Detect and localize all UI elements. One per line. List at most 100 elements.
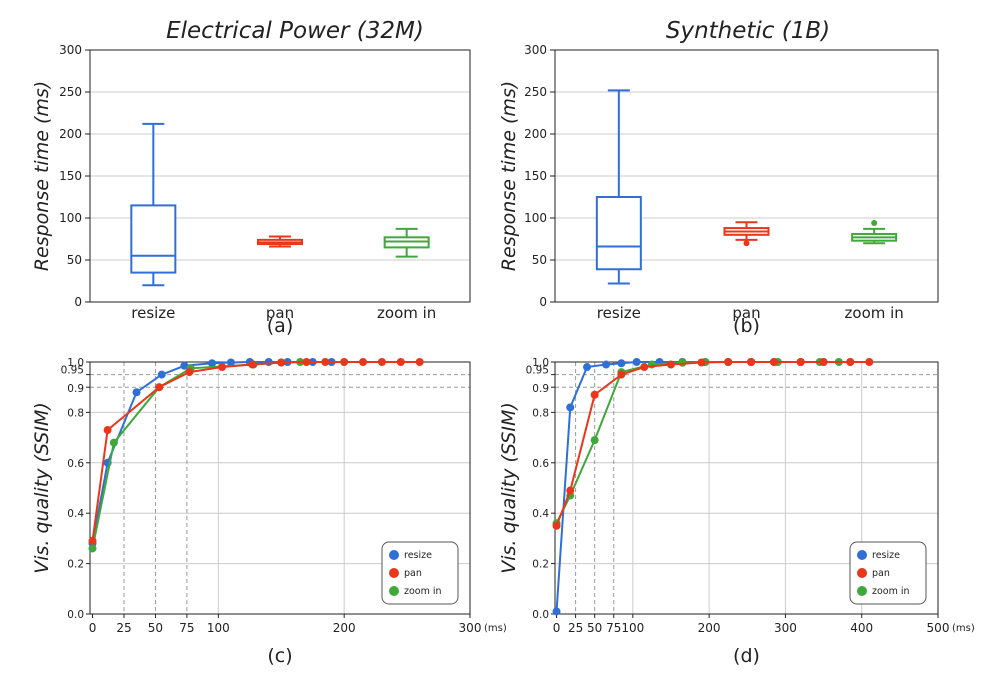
subplot-label: (c) [267,645,292,667]
x-tick-label: 50 [587,621,602,635]
x-tick-label: 0 [89,621,97,635]
y-tick-label: 0.6 [67,458,84,470]
x-tick-label: 300 [459,621,482,635]
data-point [88,544,97,553]
x-tick-label: 200 [333,621,356,635]
data-point [566,486,575,495]
subplot-label: (d) [733,645,760,667]
series-line [555,361,851,524]
category-label: resize [597,304,641,322]
data-point [226,358,235,367]
data-point [377,358,386,366]
data-point [617,359,626,368]
x-tick-label: 500 [927,621,950,635]
data-point [632,358,641,366]
y-tick-label: 0.95 [61,365,84,377]
x-tick-label: 25 [568,621,583,635]
legend-label: zoom in [404,586,442,597]
legend-marker [857,586,867,596]
x-tick-label: 100 [621,621,644,635]
data-point [590,436,599,445]
legend-label: zoom in [872,586,910,597]
legend-label: resize [872,550,900,561]
data-point [321,358,330,366]
y-tick-label: 50 [67,253,82,267]
legend-marker [857,568,867,578]
box-iqr [130,204,177,274]
y-tick-label: 0.6 [532,458,549,470]
box-zoom-in: zoom in [845,220,904,322]
data-point [88,536,97,545]
series-zoom-in [552,358,855,528]
box-chart-a: 0 50 100 150 200 250 300 Electrical Power (32M)… [31,18,471,337]
legend-marker [389,550,399,560]
y-tick-label: 0.9 [532,383,549,395]
data-point [180,361,189,370]
y-axis-label: Vis. quality (SSIM) [498,402,520,574]
x-tick-label: 300 [774,621,797,635]
legend-label: resize [404,550,432,561]
data-point [248,360,257,369]
data-point [590,390,599,399]
y-tick-label: 300 [524,43,547,57]
x-axis-unit: (ms) [484,623,507,634]
legend: resize pan zoom in [381,541,459,605]
series-line [91,361,332,544]
legend-marker [389,586,399,596]
data-point [277,358,286,367]
y-axis-label: Vis. quality (SSIM) [31,402,53,574]
y-tick-label: 0.0 [67,609,84,621]
y-tick-label: 0 [74,295,82,309]
data-point [155,383,164,392]
legend-box [381,541,459,605]
data-point [208,359,217,368]
data-point [359,358,368,366]
y-tick-label: 0.8 [67,407,84,419]
data-point [340,358,349,366]
y-tick-label: 250 [524,85,547,99]
data-point [132,388,141,397]
x-axis-unit: (ms) [952,623,975,634]
data-point [796,358,805,366]
plot-frame [554,49,939,303]
y-tick-label: 200 [524,127,547,141]
x-tick-label: 75 [179,621,194,635]
y-tick-label: 0.95 [526,365,549,377]
data-point [583,363,592,372]
outlier-point [871,220,878,227]
legend-label: pan [404,568,422,579]
legend: resize pan zoom in [849,541,927,605]
data-point [865,358,874,366]
y-tick-label: 0 [539,295,547,309]
data-point [415,358,424,366]
data-point [109,438,118,447]
x-tick-label: 50 [148,621,163,635]
y-tick-label: 0.2 [532,559,549,571]
category-label: zoom in [377,304,436,322]
y-tick-label: 0.2 [67,559,84,571]
data-point [552,607,561,616]
subplot-label: (a) [267,315,293,337]
y-tick-label: 0.9 [67,383,84,395]
x-tick-label: 75 [606,621,621,635]
category-label: pan [266,304,294,322]
data-point [185,368,194,377]
data-point [819,358,828,366]
data-point [396,358,405,366]
legend-box [849,541,927,605]
x-tick-label: 100 [207,621,230,635]
y-axis-label: Response time (ms) [498,81,520,271]
y-tick-label: 0.0 [532,609,549,621]
data-point [157,370,166,379]
legend-label: pan [872,568,890,579]
box-chart-b: 0 50 100 150 200 250 300 Synthetic (1B) Response… [498,18,939,337]
series-resize [88,358,336,548]
data-point [640,363,649,372]
y-tick-label: 100 [524,211,547,225]
data-point [264,358,273,366]
data-point [218,363,227,372]
data-point [846,358,855,366]
series-line [555,361,824,612]
data-point [617,370,626,379]
data-point [747,358,756,366]
